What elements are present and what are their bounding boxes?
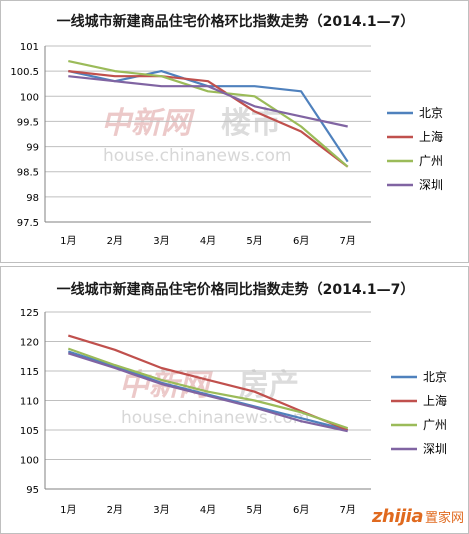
y-tick-label: 97.5 bbox=[17, 218, 39, 229]
y-tick-label: 100 bbox=[20, 92, 39, 103]
y-tick-label: 110 bbox=[20, 397, 39, 408]
x-tick-label: 1月 bbox=[60, 235, 76, 247]
legend-label: 北京 bbox=[419, 106, 443, 120]
series-line bbox=[67, 350, 348, 432]
series-line bbox=[67, 347, 349, 430]
site-logo-brand-cn: 置家网 bbox=[424, 511, 464, 526]
y-tick-label: 125 bbox=[20, 308, 39, 319]
series-line bbox=[67, 352, 348, 433]
y-tick-label: 99.5 bbox=[17, 117, 39, 128]
watermark-section-text: 楼市 bbox=[221, 106, 281, 141]
x-tick-label: 7月 bbox=[340, 235, 356, 247]
series-line bbox=[68, 70, 349, 168]
yoy-index-chart-panel: 一线城市新建商品住宅价格同比指数走势（2014.1—7） 中新网 房产 house.… bbox=[0, 266, 469, 534]
y-tick-label: 115 bbox=[20, 367, 39, 378]
y-tick-label: 95 bbox=[26, 485, 39, 496]
chart-title: 一线城市新建商品住宅价格环比指数走势（2014.1—7） bbox=[56, 14, 415, 30]
legend-label: 深圳 bbox=[423, 442, 447, 456]
legend-label: 深圳 bbox=[419, 178, 443, 192]
x-tick-label: 6月 bbox=[293, 504, 309, 516]
legend-label: 广州 bbox=[423, 418, 447, 432]
y-tick-label: 120 bbox=[20, 338, 39, 349]
watermark-url-text: house.chinanews.com bbox=[121, 408, 309, 428]
series-line bbox=[68, 60, 349, 168]
legend-label: 上海 bbox=[423, 393, 447, 408]
watermark-logo-text: 中新网 bbox=[101, 106, 195, 141]
site-logo: zhijia 置家网 bbox=[372, 506, 464, 527]
y-tick-label: 99 bbox=[26, 143, 39, 154]
x-tick-label: 3月 bbox=[153, 235, 169, 247]
series-line bbox=[68, 75, 348, 128]
x-tick-label: 7月 bbox=[340, 504, 356, 516]
x-tick-label: 4月 bbox=[200, 504, 216, 516]
y-tick-label: 100.5 bbox=[10, 67, 39, 78]
y-tick-label: 100 bbox=[20, 456, 39, 467]
x-tick-label: 2月 bbox=[107, 235, 123, 247]
legend-label: 广州 bbox=[419, 154, 443, 168]
y-tick-label: 98 bbox=[26, 193, 39, 204]
y-tick-label: 101 bbox=[20, 42, 39, 53]
x-tick-label: 3月 bbox=[153, 504, 169, 516]
legend-label: 北京 bbox=[423, 370, 447, 384]
x-tick-label: 2月 bbox=[107, 504, 123, 516]
legend-label: 上海 bbox=[419, 129, 443, 144]
series-line bbox=[67, 334, 349, 432]
y-tick-label: 105 bbox=[20, 426, 39, 437]
x-tick-label: 6月 bbox=[293, 235, 309, 247]
watermark-url-text: house.chinanews.com bbox=[103, 146, 291, 166]
chart-title: 一线城市新建商品住宅价格同比指数走势（2014.1—7） bbox=[56, 282, 415, 298]
ring-index-chart-panel: 一线城市新建商品住宅价格环比指数走势（2014.1—7） 中新网 楼市 house.… bbox=[0, 0, 469, 263]
yoy-index-chart: 中新网 房产house.chinanews.com9510010511011512… bbox=[20, 308, 447, 516]
ring-index-chart: 中新网 楼市 house.chinanews.com 97.5 98 98.5 99 99.5… bbox=[10, 42, 443, 247]
x-tick-label: 5月 bbox=[246, 235, 262, 247]
y-tick-label: 98.5 bbox=[17, 168, 39, 179]
x-tick-label: 4月 bbox=[200, 235, 216, 247]
x-tick-label: 5月 bbox=[246, 504, 262, 516]
x-tick-label: 1月 bbox=[60, 504, 76, 516]
site-logo-brand: zhijia bbox=[372, 506, 423, 527]
